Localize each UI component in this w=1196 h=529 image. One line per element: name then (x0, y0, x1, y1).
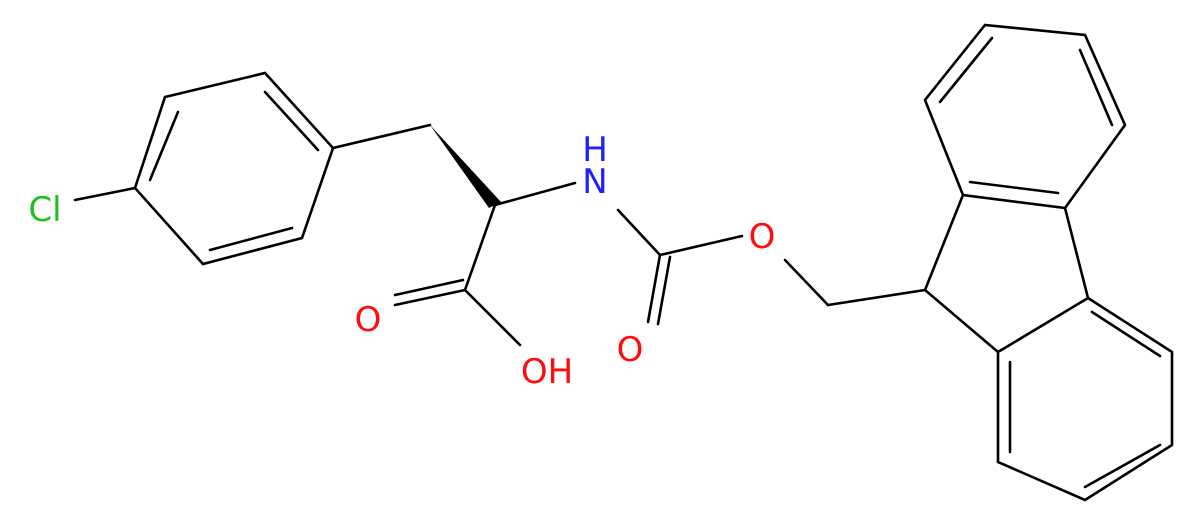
double-bond (263, 90, 320, 152)
double-bond (968, 180, 1060, 195)
bond (493, 181, 577, 207)
bond (463, 288, 522, 347)
atom-label: O (749, 217, 776, 257)
bond (393, 288, 467, 307)
double-bond (208, 226, 294, 252)
atom-label: O (617, 330, 644, 370)
double-bond (656, 255, 672, 326)
bond (463, 203, 497, 292)
benzene-ring (133, 71, 335, 266)
bond (658, 234, 744, 257)
double-bond (393, 278, 465, 297)
double-bond (1083, 443, 1162, 489)
five-ring (923, 193, 1000, 354)
double-bond (938, 36, 994, 104)
wedge-bond (430, 125, 501, 208)
benzene-ring (923, 23, 1127, 210)
atom-label: OH (521, 352, 573, 392)
double-bond (1090, 310, 1162, 358)
bond (826, 288, 927, 307)
double-bond (148, 110, 180, 182)
bond (73, 186, 137, 202)
bond (331, 123, 432, 150)
bonds (73, 23, 1174, 502)
bond (783, 258, 830, 307)
bond (646, 253, 662, 324)
double-bond (1078, 48, 1114, 127)
atom-label: O (355, 300, 382, 340)
benzene-ring (996, 296, 1174, 502)
atom-label: N (582, 162, 607, 202)
bond (616, 208, 662, 257)
atom-label: Cl (28, 190, 61, 230)
bond (1063, 206, 1090, 300)
atom-label: H (582, 130, 608, 170)
